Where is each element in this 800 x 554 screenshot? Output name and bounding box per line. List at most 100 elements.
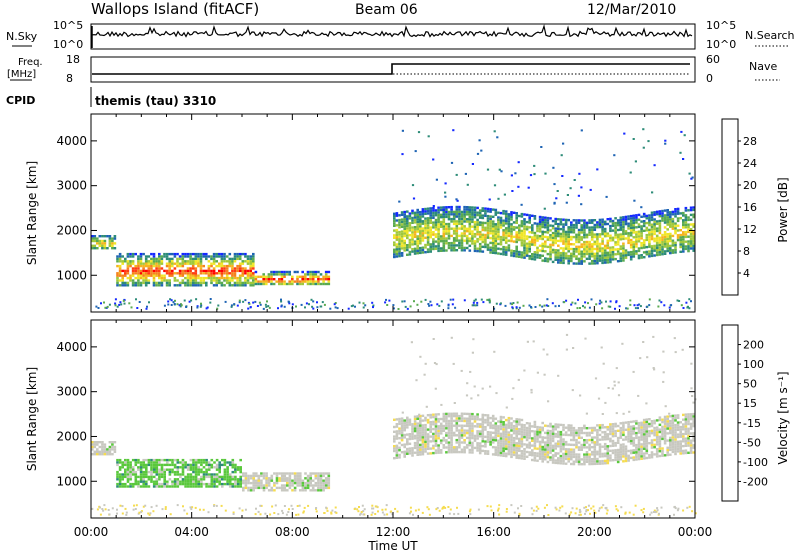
- data-cell: [178, 284, 182, 287]
- data-cell: [432, 221, 435, 224]
- data-cell: [458, 234, 461, 237]
- data-cell: [645, 444, 649, 448]
- data-cell: [429, 226, 432, 229]
- data-cell: [536, 256, 539, 259]
- data-cell: [687, 422, 690, 426]
- data-cell: [205, 485, 208, 488]
- data-cell: [118, 466, 122, 469]
- data-cell: [624, 421, 628, 424]
- data-cell: [650, 213, 654, 217]
- data-cell: [455, 441, 459, 444]
- data-cell: [575, 257, 578, 260]
- data-cell: [507, 431, 511, 434]
- data-cell: [553, 202, 556, 205]
- data-cell: [562, 142, 565, 145]
- data-cell: [642, 435, 646, 438]
- data-cell: [445, 422, 448, 425]
- data-cell: [671, 441, 675, 444]
- data-cell: [658, 253, 662, 256]
- data-cell: [118, 264, 122, 268]
- data-cell: [118, 485, 122, 488]
- data-cell: [593, 455, 597, 458]
- data-cell: [221, 463, 224, 467]
- data-cell: [226, 473, 229, 476]
- data-cell: [570, 221, 573, 224]
- data-cell: [241, 272, 245, 275]
- data-cell: [609, 444, 612, 448]
- data-cell: [603, 235, 607, 238]
- data-cell: [606, 222, 610, 226]
- data-cell: [632, 432, 636, 435]
- data-cell: [658, 428, 662, 431]
- data-cell: [160, 485, 164, 488]
- data-cell: [650, 225, 654, 229]
- data-cell: [648, 221, 651, 224]
- data-cell: [244, 284, 247, 287]
- data-cell: [424, 298, 427, 301]
- data-cell: [150, 473, 153, 476]
- data-cell: [679, 428, 682, 431]
- data-cell: [583, 243, 586, 246]
- data-cell: [585, 427, 589, 430]
- data-cell: [679, 435, 682, 438]
- data-cell: [158, 473, 161, 476]
- data-cell: [546, 231, 550, 234]
- data-cell: [395, 224, 399, 227]
- data-cell: [601, 452, 604, 456]
- data-cell: [468, 208, 472, 211]
- data-cell: [632, 255, 636, 258]
- data-cell: [676, 445, 680, 448]
- data-cell: [635, 216, 638, 219]
- data-cell: [192, 461, 195, 464]
- data-cell: [334, 302, 337, 304]
- data-cell: [603, 435, 607, 439]
- data-cell: [306, 270, 310, 274]
- data-cell: [231, 264, 234, 268]
- data-cell: [439, 223, 443, 226]
- data-cell: [692, 242, 695, 245]
- data-cell: [502, 253, 505, 256]
- data-cell: [255, 474, 258, 478]
- data-cell: [642, 418, 646, 422]
- data-cell: [252, 252, 255, 256]
- data-cell: [528, 446, 531, 449]
- data-cell: [244, 252, 247, 256]
- data-cell: [252, 272, 255, 275]
- data-cell: [689, 228, 693, 231]
- data-cell: [406, 423, 409, 427]
- data-cell: [439, 225, 443, 228]
- data-cell: [215, 264, 218, 268]
- data-cell: [669, 239, 672, 243]
- data-cell: [481, 430, 485, 433]
- data-cell: [510, 448, 513, 451]
- data-cell: [486, 433, 490, 436]
- data-cell: [267, 477, 271, 480]
- data-cell: [502, 245, 505, 249]
- data-cell: [567, 460, 570, 463]
- data-cell: [536, 227, 539, 230]
- data-cell: [554, 305, 557, 308]
- data-cell: [518, 430, 521, 433]
- data-cell: [478, 444, 482, 448]
- data-cell: [549, 258, 552, 261]
- data-cell: [653, 426, 656, 430]
- data-cell: [516, 301, 519, 304]
- data-cell: [507, 416, 511, 420]
- data-cell: [476, 437, 479, 440]
- data-cell: [283, 486, 287, 490]
- data-cell: [629, 217, 633, 220]
- data-cell: [124, 463, 127, 467]
- data-cell: [515, 252, 518, 256]
- data-cell: [515, 418, 518, 421]
- data-cell: [603, 433, 607, 436]
- data-cell: [416, 422, 419, 425]
- data-cell: [682, 243, 685, 246]
- data-cell: [395, 255, 399, 258]
- data-cell: [596, 441, 599, 444]
- data-cell: [184, 463, 187, 467]
- data-cell: [491, 424, 495, 427]
- data-cell: [137, 255, 140, 258]
- data-cell: [507, 225, 511, 228]
- data-cell: [478, 435, 482, 438]
- data-cell: [191, 257, 195, 261]
